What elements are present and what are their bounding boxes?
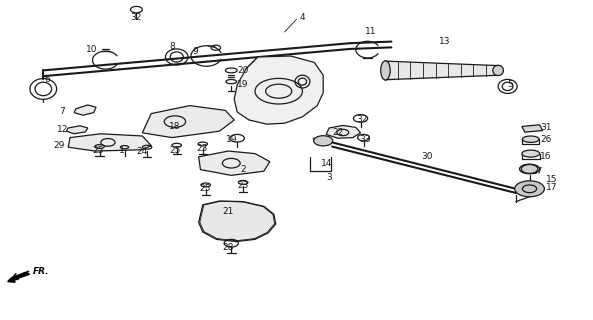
Text: 25: 25: [169, 146, 181, 155]
Ellipse shape: [519, 164, 540, 174]
Ellipse shape: [381, 61, 390, 80]
Text: 3: 3: [326, 173, 332, 182]
Text: 15: 15: [546, 175, 557, 184]
Text: 8: 8: [169, 42, 175, 51]
Text: FR.: FR.: [33, 267, 49, 276]
Polygon shape: [68, 134, 151, 151]
Text: 14: 14: [320, 159, 332, 168]
Text: 16: 16: [540, 152, 551, 161]
Ellipse shape: [522, 150, 540, 157]
Ellipse shape: [522, 136, 539, 142]
Text: 20: 20: [237, 66, 249, 75]
Circle shape: [515, 181, 544, 197]
Text: 4: 4: [299, 13, 305, 22]
Text: 24: 24: [137, 148, 148, 156]
Text: 13: 13: [439, 37, 451, 46]
Text: 12: 12: [56, 125, 68, 134]
Text: 25: 25: [92, 146, 104, 155]
Text: 31: 31: [540, 124, 551, 132]
Text: 21: 21: [222, 207, 234, 216]
Polygon shape: [74, 105, 96, 115]
Text: 29: 29: [53, 141, 65, 150]
Text: 10: 10: [86, 45, 98, 54]
Polygon shape: [8, 273, 30, 282]
Text: 2: 2: [240, 165, 246, 174]
Polygon shape: [199, 151, 270, 175]
Polygon shape: [522, 125, 543, 132]
Text: 18: 18: [169, 122, 181, 131]
Polygon shape: [142, 106, 234, 138]
Ellipse shape: [493, 65, 503, 76]
Polygon shape: [199, 201, 276, 242]
Text: 5: 5: [507, 80, 513, 89]
Circle shape: [314, 136, 333, 146]
Polygon shape: [326, 125, 361, 138]
Text: 23: 23: [237, 181, 249, 190]
Text: 33: 33: [359, 135, 371, 144]
Text: 32: 32: [130, 13, 142, 22]
Text: 6: 6: [44, 76, 50, 84]
Text: 11: 11: [365, 28, 377, 36]
Text: 17: 17: [546, 183, 557, 192]
Text: 30: 30: [421, 152, 433, 161]
Text: 25: 25: [199, 184, 211, 193]
Polygon shape: [66, 126, 88, 134]
Text: 32: 32: [356, 116, 368, 124]
Text: 19: 19: [237, 80, 249, 89]
Text: 28: 28: [222, 244, 234, 252]
Polygon shape: [234, 56, 323, 124]
Text: 23: 23: [196, 144, 208, 153]
Text: 26: 26: [540, 135, 551, 144]
Text: 22: 22: [333, 128, 343, 137]
Text: 27: 27: [531, 167, 543, 176]
Text: 7: 7: [59, 108, 65, 116]
Text: 19: 19: [225, 135, 237, 144]
Text: 9: 9: [193, 47, 199, 56]
Text: 1: 1: [119, 146, 125, 155]
